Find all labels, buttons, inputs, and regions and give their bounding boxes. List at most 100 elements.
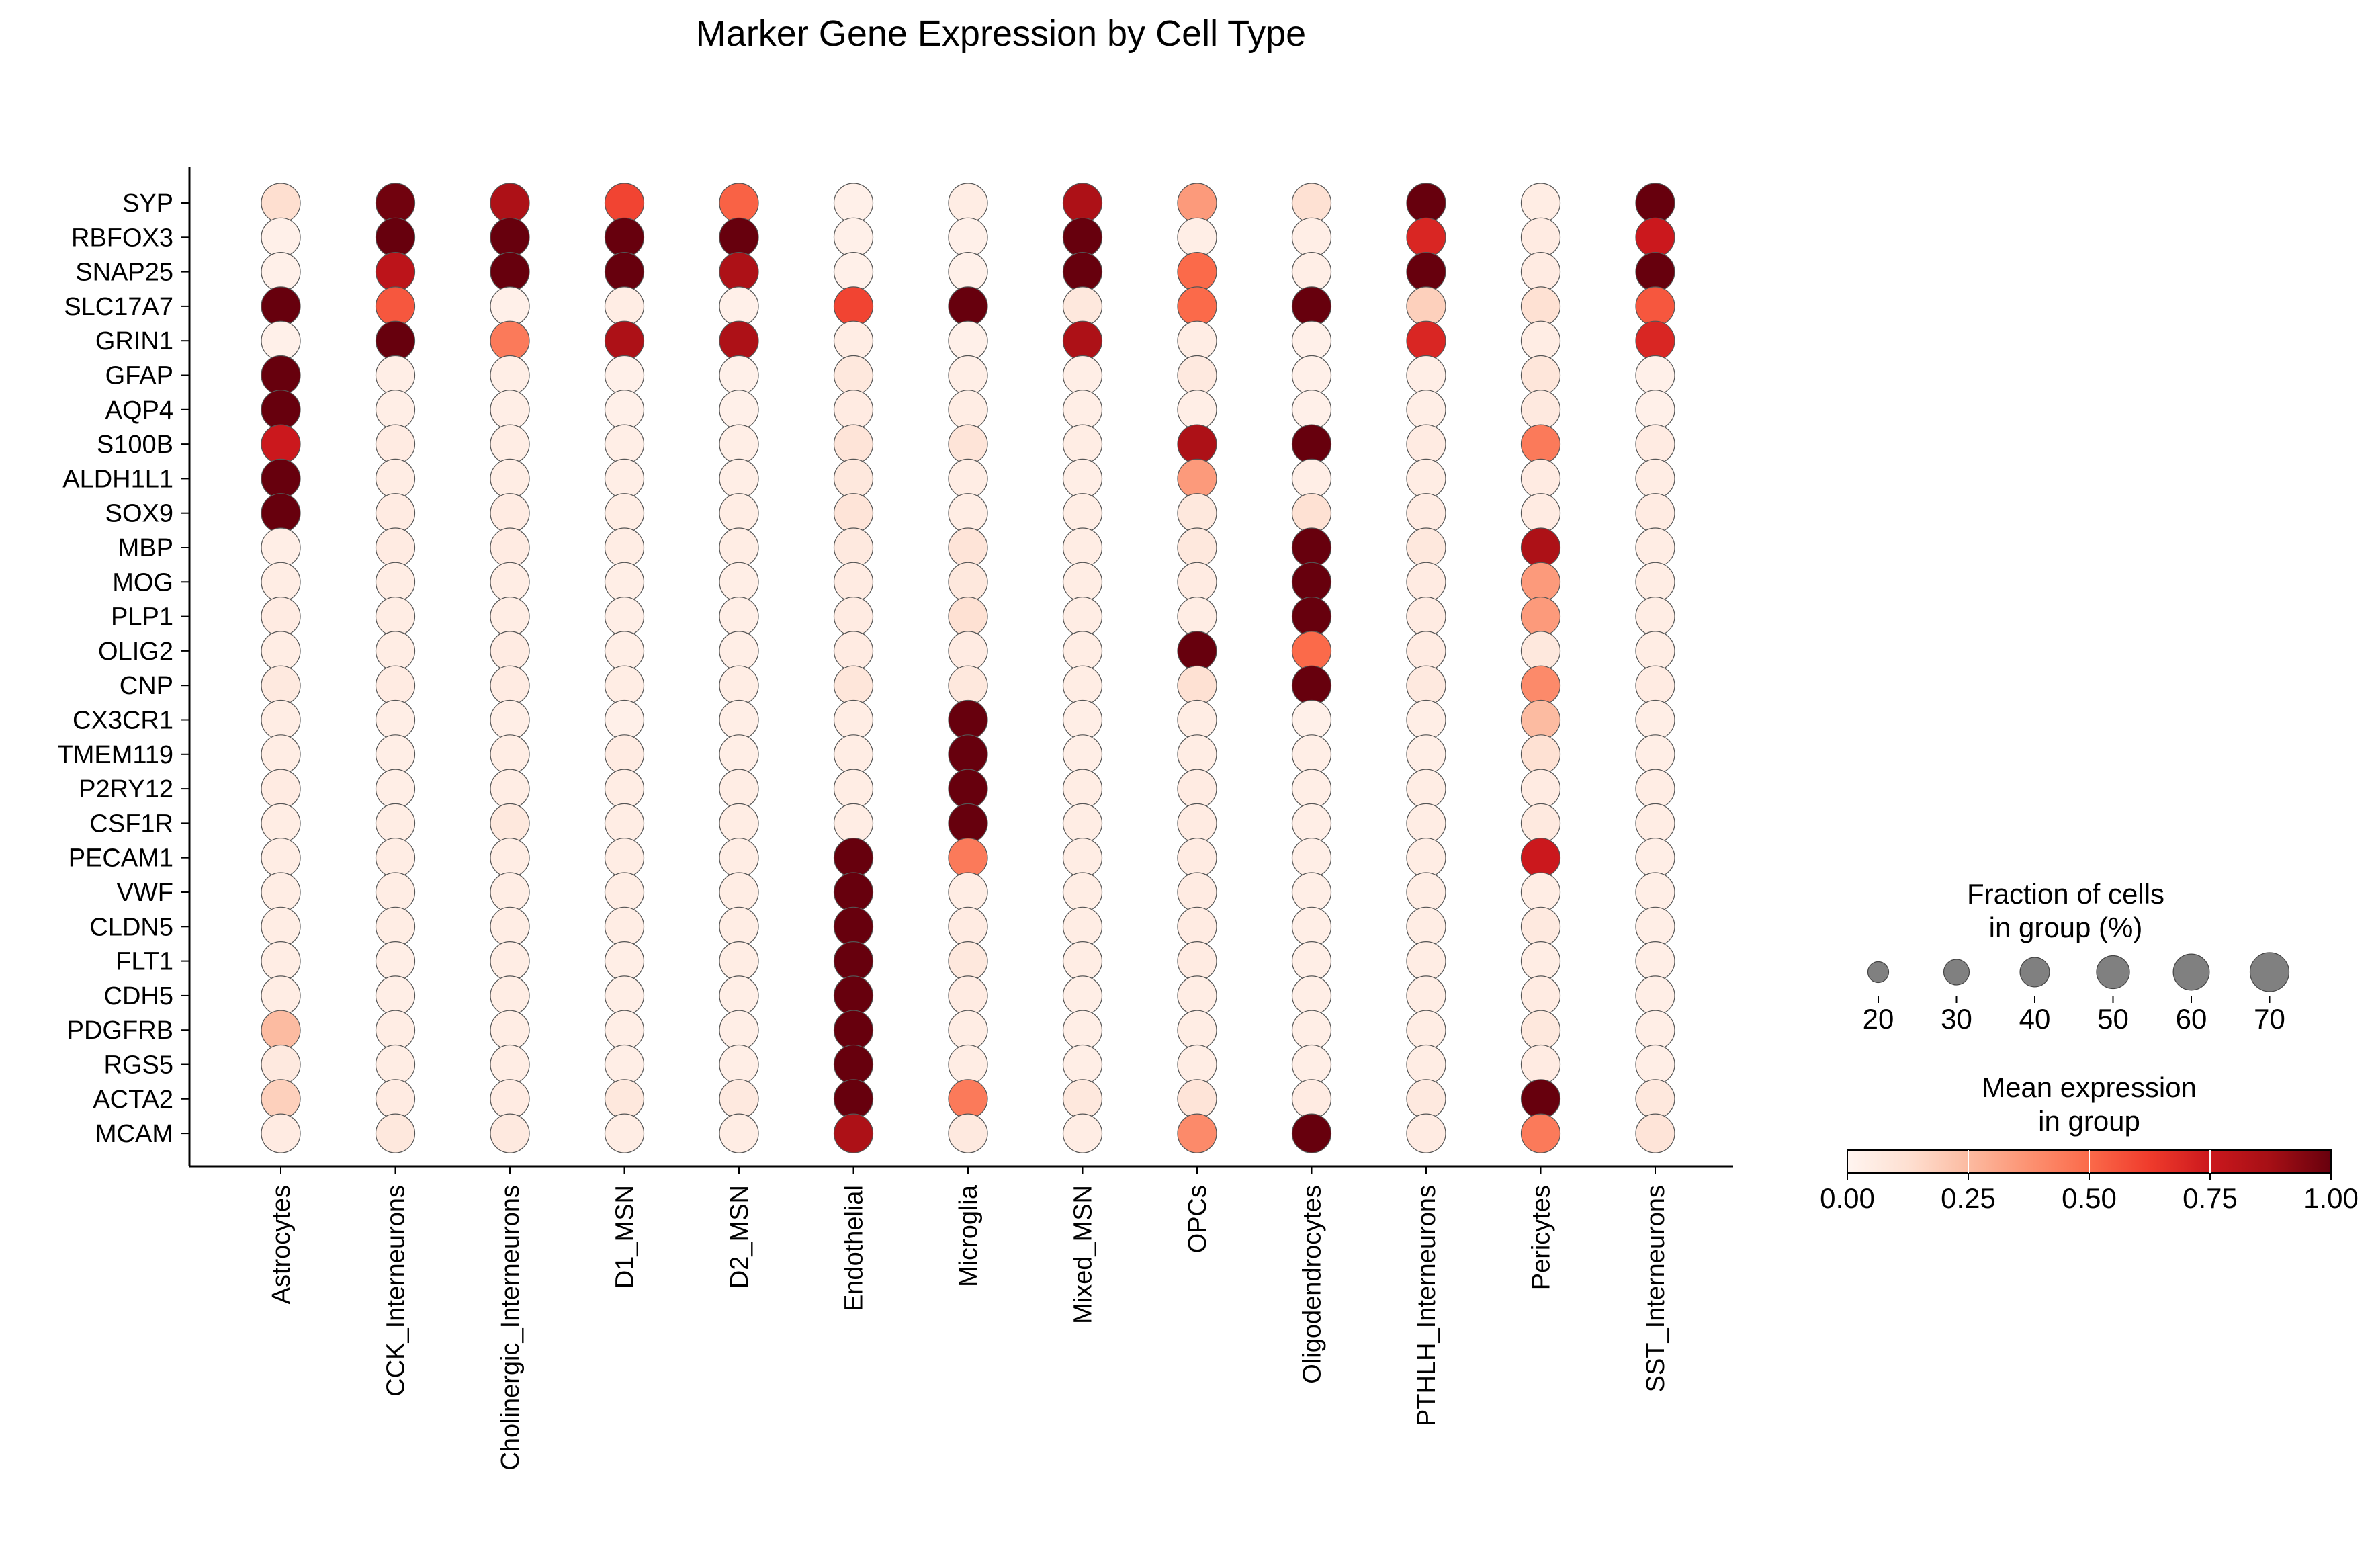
dot-acta2-pericytes — [1520, 1079, 1561, 1119]
dot-grin1-oligodendrocytes — [1291, 320, 1332, 361]
dot-cldn5-cholinergic-interneurons — [490, 906, 530, 947]
dot-csf1r-microglia — [948, 803, 988, 844]
size-legend-dot-30 — [1943, 959, 1970, 986]
dot-pdgfrb-oligodendrocytes — [1291, 1010, 1332, 1050]
dot-rbfox3-cholinergic-interneurons — [490, 217, 530, 257]
dot-cldn5-pthlh-interneurons — [1406, 906, 1446, 947]
dot-csf1r-sst-interneurons — [1635, 803, 1675, 844]
dot-vwf-pthlh-interneurons — [1406, 872, 1446, 912]
y-tick-label-tmem119: TMEM119 — [58, 741, 173, 769]
dot-cx3cr1-cholinergic-interneurons — [490, 699, 530, 740]
dot-syp-d1-msn — [604, 183, 645, 223]
dot-pdgfrb-astrocytes — [261, 1010, 301, 1050]
dot-mbp-cholinergic-interneurons — [490, 527, 530, 568]
dot-mog-pthlh-interneurons — [1406, 562, 1446, 602]
dot-cdh5-opcs — [1177, 975, 1217, 1016]
dot-sox9-microglia — [948, 493, 988, 533]
dot-vwf-cck-interneurons — [375, 872, 416, 912]
dot-cnp-cck-interneurons — [375, 665, 416, 705]
dot-syp-cholinergic-interneurons — [490, 183, 530, 223]
dot-mcam-microglia — [948, 1113, 988, 1153]
dot-acta2-cholinergic-interneurons — [490, 1079, 530, 1119]
dot-flt1-cholinergic-interneurons — [490, 941, 530, 982]
dot-plp1-pthlh-interneurons — [1406, 596, 1446, 637]
dot-pdgfrb-pthlh-interneurons — [1406, 1010, 1446, 1050]
dot-aqp4-d2-msn — [719, 390, 759, 430]
size-legend-dot-20 — [1867, 961, 1890, 984]
dot-s100b-endothelial — [833, 424, 874, 464]
dot-p2ry12-d1-msn — [604, 769, 645, 809]
dot-pecam1-pthlh-interneurons — [1406, 838, 1446, 878]
dot-csf1r-opcs — [1177, 803, 1217, 844]
dot-mog-d1-msn — [604, 562, 645, 602]
dot-sox9-oligodendrocytes — [1291, 493, 1332, 533]
dot-mbp-endothelial — [833, 527, 874, 568]
dot-plp1-cck-interneurons — [375, 596, 416, 637]
dot-vwf-mixed-msn — [1062, 872, 1103, 912]
x-tick-label-pericytes: Pericytes — [1528, 1185, 1556, 1290]
dot-cdh5-sst-interneurons — [1635, 975, 1675, 1016]
dot-olig2-pthlh-interneurons — [1406, 631, 1446, 671]
dot-acta2-pthlh-interneurons — [1406, 1079, 1446, 1119]
dot-csf1r-mixed-msn — [1062, 803, 1103, 844]
dot-rgs5-d1-msn — [604, 1044, 645, 1085]
dot-rbfox3-mixed-msn — [1062, 217, 1103, 257]
dot-slc17a7-oligodendrocytes — [1291, 286, 1332, 326]
dot-p2ry12-microglia — [948, 769, 988, 809]
dot-p2ry12-oligodendrocytes — [1291, 769, 1332, 809]
dot-rbfox3-sst-interneurons — [1635, 217, 1675, 257]
y-tick-label-aldh1l1: ALDH1L1 — [62, 465, 173, 493]
dot-mbp-pericytes — [1520, 527, 1561, 568]
dot-tmem119-opcs — [1177, 734, 1217, 775]
dot-tmem119-pthlh-interneurons — [1406, 734, 1446, 775]
y-tick-label-cldn5: CLDN5 — [89, 913, 173, 941]
dot-rbfox3-cck-interneurons — [375, 217, 416, 257]
y-tick-label-csf1r: CSF1R — [89, 810, 173, 838]
dot-s100b-astrocytes — [261, 424, 301, 464]
size-legend-label-60: 60 — [2176, 1003, 2207, 1035]
dot-mog-microglia — [948, 562, 988, 602]
dot-olig2-microglia — [948, 631, 988, 671]
dot-mbp-cck-interneurons — [375, 527, 416, 568]
colorbar-tick-label: 0.00 — [1820, 1182, 1875, 1214]
colorbar-tick-label: 1.00 — [2303, 1182, 2359, 1214]
dot-cnp-opcs — [1177, 665, 1217, 705]
dot-mog-d2-msn — [719, 562, 759, 602]
dot-mog-endothelial — [833, 562, 874, 602]
y-tick-group: SYP RBFOX3 SNAP25 SLC17A7 GRIN1 GFAP AQP4 S100B… — [58, 189, 189, 1148]
dot-mog-cholinergic-interneurons — [490, 562, 530, 602]
dot-rgs5-pthlh-interneurons — [1406, 1044, 1446, 1085]
dot-mbp-pthlh-interneurons — [1406, 527, 1446, 568]
dot-acta2-oligodendrocytes — [1291, 1079, 1332, 1119]
dot-plp1-d2-msn — [719, 596, 759, 637]
dot-snap25-pthlh-interneurons — [1406, 252, 1446, 292]
size-legend-label-50: 50 — [2097, 1003, 2129, 1035]
dot-gfap-cck-interneurons — [375, 355, 416, 396]
dot-mog-opcs — [1177, 562, 1217, 602]
dot-csf1r-pthlh-interneurons — [1406, 803, 1446, 844]
dot-csf1r-d2-msn — [719, 803, 759, 844]
dot-aldh1l1-endothelial — [833, 458, 874, 499]
dot-rgs5-microglia — [948, 1044, 988, 1085]
dot-gfap-pericytes — [1520, 355, 1561, 396]
dot-cx3cr1-sst-interneurons — [1635, 699, 1675, 740]
y-tick-label-gfap: GFAP — [105, 362, 173, 390]
dot-aqp4-pericytes — [1520, 390, 1561, 430]
dot-cnp-oligodendrocytes — [1291, 665, 1332, 705]
dot-p2ry12-sst-interneurons — [1635, 769, 1675, 809]
dot-mbp-opcs — [1177, 527, 1217, 568]
y-tick-label-rbfox3: RBFOX3 — [71, 224, 173, 252]
dot-rgs5-astrocytes — [261, 1044, 301, 1085]
dot-tmem119-d2-msn — [719, 734, 759, 775]
dot-csf1r-oligodendrocytes — [1291, 803, 1332, 844]
x-tick-label-endothelial: Endothelial — [840, 1185, 869, 1311]
dot-sox9-pericytes — [1520, 493, 1561, 533]
x-tick-label-cholinergic-interneurons: Cholinergic_Interneurons — [496, 1185, 525, 1471]
dot-pecam1-d1-msn — [604, 838, 645, 878]
dot-flt1-d1-msn — [604, 941, 645, 982]
dot-acta2-cck-interneurons — [375, 1079, 416, 1119]
dot-rbfox3-pericytes — [1520, 217, 1561, 257]
dot-snap25-opcs — [1177, 252, 1217, 292]
dot-acta2-d1-msn — [604, 1079, 645, 1119]
y-tick-label-plp1: PLP1 — [111, 603, 173, 631]
